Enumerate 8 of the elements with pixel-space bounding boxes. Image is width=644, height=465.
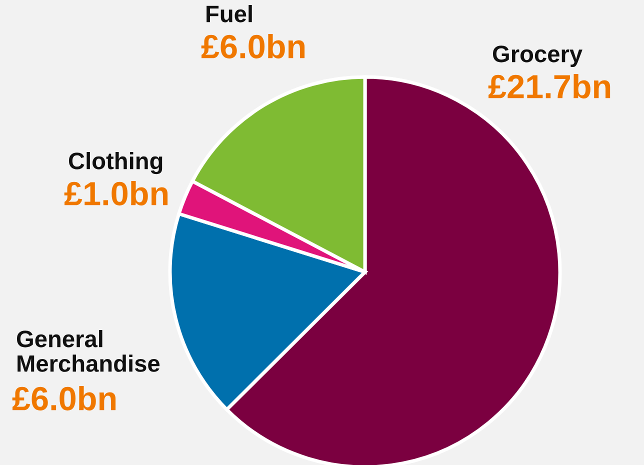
- slice-label: Clothing: [68, 152, 162, 174]
- slice-label: General Merchandise: [16, 330, 160, 372]
- data-label: £21.7bn: [488, 74, 610, 98]
- data-label: £1.0bn: [64, 181, 168, 206]
- data-label: £6.0bn: [12, 386, 116, 410]
- slice-label: Grocery: [492, 46, 582, 68]
- slice-label: Fuel: [206, 5, 252, 22]
- data-label: £6.0bn: [201, 34, 305, 58]
